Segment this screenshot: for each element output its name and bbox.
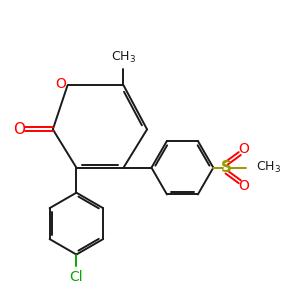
Text: Cl: Cl xyxy=(70,270,83,284)
Text: CH$_3$: CH$_3$ xyxy=(256,160,281,175)
Text: S: S xyxy=(221,160,232,175)
Text: O: O xyxy=(238,179,249,193)
Text: O: O xyxy=(14,122,26,137)
Text: O: O xyxy=(238,142,249,156)
Text: CH$_3$: CH$_3$ xyxy=(111,50,136,64)
Text: O: O xyxy=(55,77,66,91)
